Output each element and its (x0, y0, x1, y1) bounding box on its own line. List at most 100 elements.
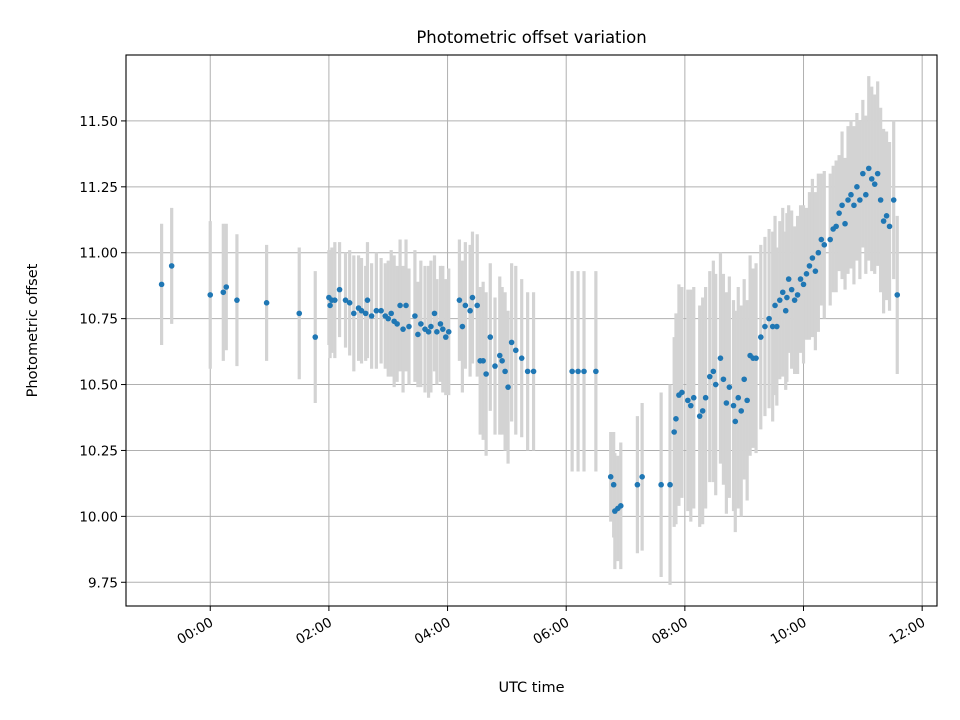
data-point (459, 323, 466, 330)
y-tick-label: 11.50 (79, 114, 118, 130)
data-point (769, 323, 776, 330)
data-point (794, 292, 801, 298)
data-point (818, 236, 825, 243)
data-point (785, 276, 792, 282)
data-point (445, 329, 452, 335)
data-point (753, 355, 759, 361)
data-point (886, 223, 893, 230)
data-point (234, 297, 240, 303)
data-point (220, 289, 227, 296)
y-tick-label: 11.00 (79, 246, 118, 262)
y-tick-label: 11.25 (79, 180, 118, 196)
data-point (784, 294, 790, 301)
data-point (518, 355, 525, 361)
data-point (456, 297, 463, 303)
data-point (168, 263, 175, 269)
data-point (836, 210, 842, 216)
data-point (418, 321, 424, 327)
data-point (364, 297, 371, 303)
y-axis-label: Photometric offset (25, 263, 41, 397)
data-point (860, 170, 866, 177)
data-point (388, 310, 394, 317)
data-point (797, 276, 804, 282)
y-tick-label: 10.00 (79, 509, 118, 525)
data-point (833, 223, 839, 230)
data-point (673, 416, 679, 422)
data-point (762, 323, 768, 330)
data-point (757, 334, 764, 340)
data-point (223, 284, 230, 290)
data-point (806, 263, 813, 269)
data-point (710, 368, 717, 375)
data-point (706, 373, 713, 380)
plot-frame (125, 54, 938, 607)
data-point (593, 368, 599, 375)
data-point (812, 268, 819, 274)
data-point (788, 286, 795, 293)
data-point (462, 302, 469, 309)
data-point (437, 321, 444, 327)
data-point (815, 249, 822, 256)
data-point (803, 271, 810, 277)
data-point (610, 481, 617, 488)
data-point (487, 334, 494, 340)
data-point (774, 323, 780, 330)
data-point (508, 339, 515, 346)
data-point (679, 389, 685, 396)
data-point (782, 307, 789, 314)
data-point (723, 400, 730, 406)
data-point (639, 474, 645, 480)
data-point (158, 281, 165, 288)
data-point (530, 368, 537, 375)
data-point (483, 371, 489, 377)
data-point (397, 302, 403, 309)
data-point (351, 310, 357, 317)
data-point (394, 321, 400, 327)
data-point (809, 255, 816, 261)
data-point (857, 197, 863, 203)
data-point (738, 408, 745, 414)
data-point (332, 297, 338, 303)
data-point (868, 176, 875, 182)
data-point (712, 381, 719, 388)
data-points (158, 165, 901, 514)
data-point (685, 397, 691, 404)
data-point (346, 300, 353, 306)
data-point (702, 394, 709, 401)
data-point (726, 384, 733, 390)
data-point (492, 363, 498, 369)
data-point (312, 334, 319, 340)
data-point (442, 334, 449, 340)
data-point (368, 313, 375, 319)
data-point (207, 292, 214, 298)
data-point (772, 302, 778, 309)
data-point (717, 355, 724, 361)
data-point (569, 368, 575, 375)
data-point (658, 481, 664, 488)
data-point (512, 347, 519, 354)
y-tick-label: 10.25 (79, 443, 118, 459)
data-point (735, 394, 742, 401)
data-point (720, 376, 727, 383)
data-point (634, 481, 641, 488)
data-point (469, 294, 476, 301)
data-point (877, 197, 884, 203)
data-point (871, 181, 878, 187)
data-point (766, 315, 772, 322)
chart-title: Photometric offset variation (416, 28, 646, 47)
data-point (431, 310, 438, 317)
data-point (524, 368, 531, 375)
data-point (848, 191, 854, 198)
data-point (378, 307, 384, 314)
data-point (425, 329, 432, 335)
data-point (854, 184, 860, 190)
data-point (874, 170, 881, 177)
data-point (865, 165, 872, 172)
data-point (800, 281, 807, 288)
y-tick-label: 10.50 (79, 378, 118, 394)
data-point (296, 310, 303, 317)
data-point (894, 292, 901, 298)
data-point (779, 289, 786, 296)
data-point (883, 213, 890, 219)
data-point (741, 376, 747, 383)
